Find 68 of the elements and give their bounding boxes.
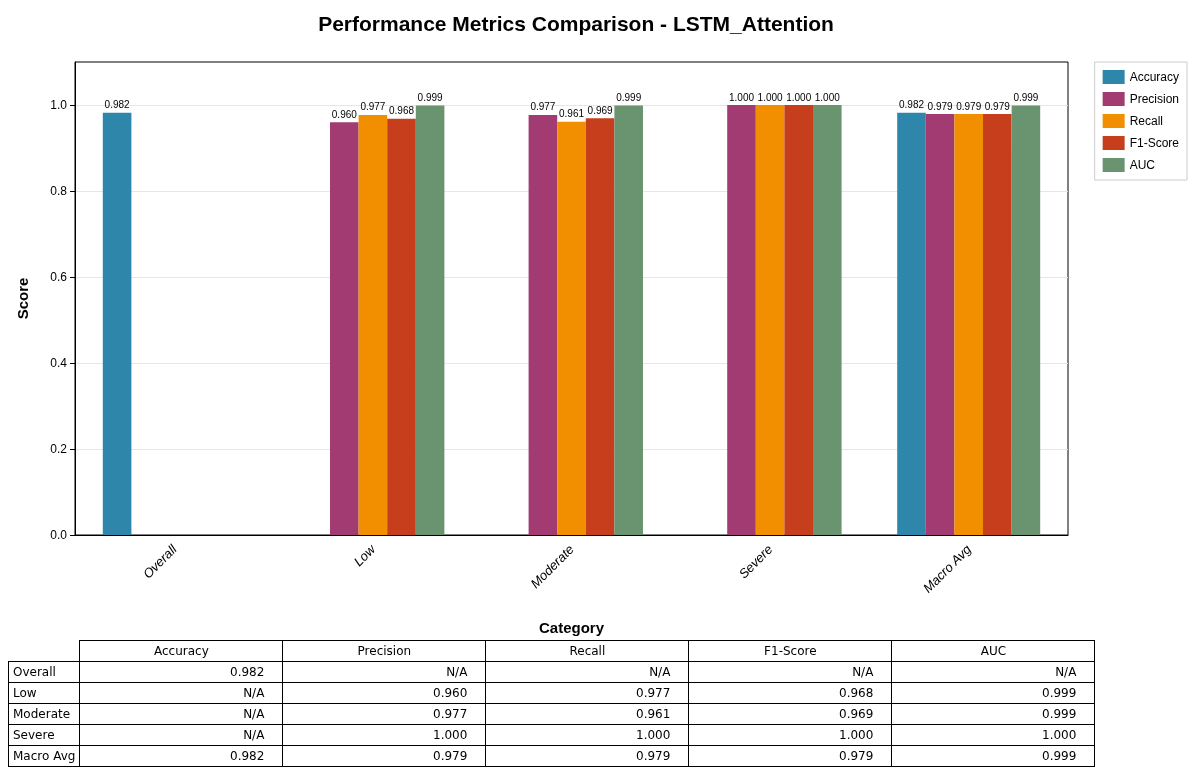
text: N/A [649, 665, 671, 679]
x-tick-label: Low [350, 540, 380, 570]
category-label: Severe [13, 728, 55, 742]
chart-title: Performance Metrics Comparison - LSTM_Attention [318, 12, 834, 35]
data-label: 0.982 [898, 99, 925, 111]
data-label: 0.969 [587, 104, 614, 116]
category-label: Moderate [13, 707, 71, 721]
data-label: 0.999 [1013, 91, 1039, 103]
legend-label: AUC [1129, 158, 1156, 172]
text: N/A [446, 665, 468, 679]
data-label: 0.999 [417, 91, 444, 103]
text: N/A [243, 707, 265, 721]
y-tick-label: 0.4 [50, 356, 68, 370]
text: 0.968 [839, 686, 874, 700]
text: 0.999 [1042, 686, 1077, 700]
data-label: 0.979 [984, 100, 1011, 112]
text: 0.999 [1042, 749, 1077, 763]
category-label: Macro Avg [13, 749, 76, 763]
data-label: 0.968 [388, 105, 415, 117]
x-axis-title: Category [538, 619, 605, 636]
text: 0.979 [636, 749, 671, 763]
data-label: 1.000 [757, 91, 784, 103]
text: 0.979 [433, 749, 468, 763]
text: 0.977 [433, 707, 468, 721]
legend-label: Recall [1129, 114, 1164, 128]
text: 1.000 [1042, 728, 1077, 742]
y-axis-title: Score [14, 277, 31, 320]
text: 0.960 [433, 686, 468, 700]
data-label: 0.999 [616, 91, 642, 103]
text: 0.982 [230, 665, 265, 679]
y-tick-label: 0.6 [50, 270, 68, 284]
data-label: 0.961 [558, 108, 585, 120]
text: Accuracy [153, 644, 209, 658]
y-tick-label: 0.0 [50, 528, 68, 542]
data-label: 1.000 [786, 91, 812, 103]
y-tick-label: 1.0 [50, 98, 68, 112]
text: 0.977 [636, 686, 671, 700]
text: 0.961 [636, 707, 671, 721]
text: 0.979 [839, 749, 874, 763]
text: 0.982 [230, 749, 265, 763]
text: Recall [569, 644, 606, 658]
text: AUC [980, 644, 1007, 658]
data-label: 0.979 [956, 100, 982, 112]
legend-label: Precision [1129, 92, 1180, 106]
text: N/A [1055, 665, 1077, 679]
category-label: Overall [13, 665, 56, 679]
legend-label: F1-Score [1129, 136, 1180, 150]
data-label: 0.979 [927, 100, 954, 112]
text: 1.000 [839, 728, 874, 742]
text: 0.999 [1042, 707, 1077, 721]
text: N/A [243, 686, 265, 700]
y-tick-label: 0.2 [50, 442, 68, 456]
data-label: 0.977 [360, 101, 386, 113]
text: N/A [852, 665, 874, 679]
text: F1-Score [764, 644, 817, 658]
text: Precision [357, 644, 412, 658]
text: 1.000 [433, 728, 468, 742]
data-label: 1.000 [728, 91, 755, 103]
data-label: 0.982 [104, 99, 131, 111]
text: 1.000 [636, 728, 671, 742]
text: 0.969 [839, 707, 874, 721]
category-label: Low [13, 686, 37, 700]
legend-label: Accuracy [1129, 70, 1180, 84]
data-label: 1.000 [814, 91, 841, 103]
data-label: 0.977 [530, 101, 556, 113]
data-label: 0.960 [331, 108, 358, 120]
text: N/A [243, 728, 265, 742]
y-tick-label: 0.8 [50, 184, 68, 198]
